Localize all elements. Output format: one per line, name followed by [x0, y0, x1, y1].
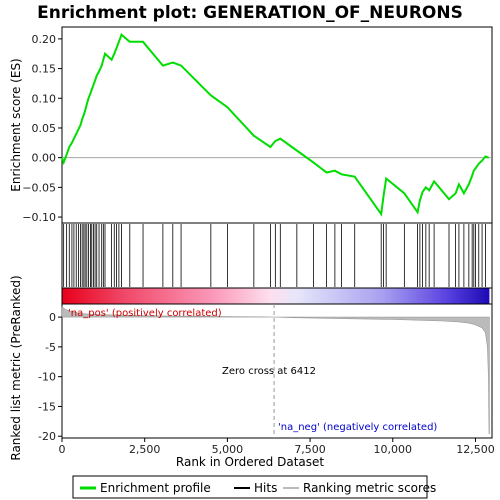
es-y-axis-title: Enrichment score (ES) [9, 58, 23, 191]
es-y-tick-label: −0.10 [22, 211, 56, 224]
pos-label: 'na_pos' (positively correlated) [68, 308, 222, 319]
metric-y-tick-label: -10 [38, 371, 56, 384]
metric-y-axis: 0 -5 -10 -15 -20 [38, 311, 62, 443]
legend: Enrichment profile Hits Ranking metric s… [72, 475, 436, 499]
es-y-tick-label: 0.10 [32, 92, 57, 105]
x-tick-label: 12,500 [456, 443, 495, 456]
chart-title: Enrichment plot: GENERATION_OF_NEURONS [37, 3, 463, 23]
es-panel: −0.10 −0.05 0.00 0.05 0.10 0.15 0.20 Enrichmen… [9, 26, 493, 224]
x-tick-label: 10,000 [374, 443, 413, 456]
metric-plot-frame [61, 303, 493, 439]
es-y-tick-label: 0.05 [32, 122, 57, 135]
metric-y-tick-label: 0 [49, 311, 56, 324]
hits-panel [61, 222, 493, 289]
x-axis: 0 2,500 5,000 7,500 10,000 12,500 [59, 438, 495, 456]
es-y-tick-label: 0.15 [32, 63, 57, 76]
enrichment-profile-line [61, 33, 490, 217]
x-tick-label: 5,000 [212, 443, 244, 456]
x-axis-title: Rank in Ordered Dataset [176, 455, 324, 469]
es-y-axis: −0.10 −0.05 0.00 0.05 0.10 0.15 0.20 [22, 33, 62, 224]
rank-color-bar [61, 287, 493, 305]
neg-label: 'na_neg' (negatively correlated) [278, 422, 437, 433]
metric-y-axis-title: Ranked list metric (PreRanked) [9, 275, 23, 460]
metric-panel: 0 -5 -10 -15 -20 'na_pos' (positively correl… [9, 275, 493, 461]
hits-group [63, 224, 486, 287]
metric-y-tick-label: -5 [45, 341, 56, 354]
legend-label-enrichment: Enrichment profile [100, 481, 211, 495]
x-tick-label: 2,500 [129, 443, 161, 456]
hits-frame [61, 222, 493, 289]
legend-label-hits: Hits [254, 481, 277, 495]
es-y-tick-label: 0.20 [32, 33, 57, 46]
es-plot-frame [61, 26, 493, 224]
metric-y-tick-label: -20 [38, 430, 56, 443]
ranking-metric-area [61, 306, 490, 435]
rank-gradient [62, 288, 490, 304]
zero-cross-label: Zero cross at 6412 [222, 366, 316, 377]
es-y-tick-label: −0.05 [22, 181, 56, 194]
x-tick-label: 0 [59, 443, 66, 456]
legend-label-metric: Ranking metric scores [303, 481, 436, 495]
metric-y-tick-label: -15 [38, 400, 56, 413]
x-tick-label: 7,500 [294, 443, 326, 456]
es-y-tick-label: 0.00 [32, 152, 57, 165]
